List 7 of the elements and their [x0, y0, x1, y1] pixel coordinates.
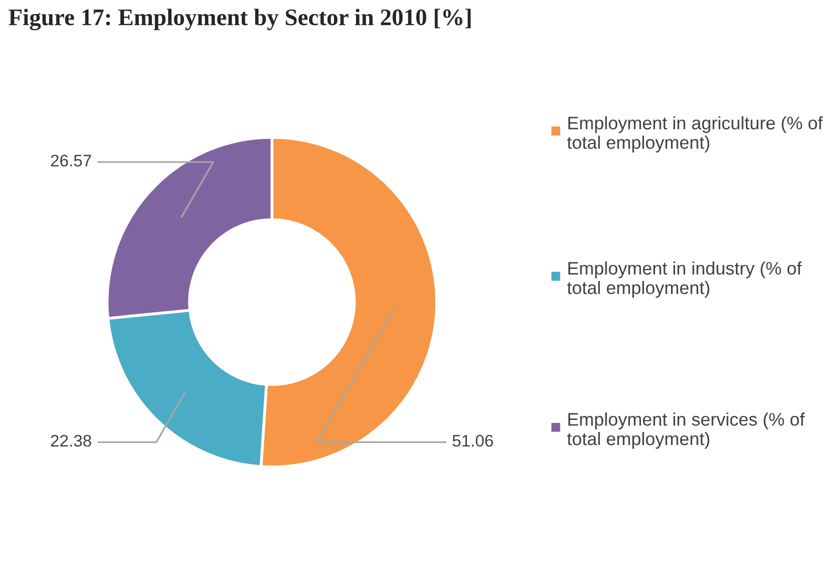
data-label: 26.57 [51, 154, 92, 167]
chart-title: Figure 17: Employment by Sector in 2010 [%] [8, 8, 471, 30]
legend-label: Employment in agriculture (% of total employment) [567, 116, 823, 152]
legend-label: Employment in industry (% of total employment) [567, 261, 802, 298]
legend-label: Employment in services (% of total employment) [567, 412, 805, 449]
data-label: 51.06 [452, 434, 493, 447]
data-label: 22.38 [51, 434, 92, 447]
